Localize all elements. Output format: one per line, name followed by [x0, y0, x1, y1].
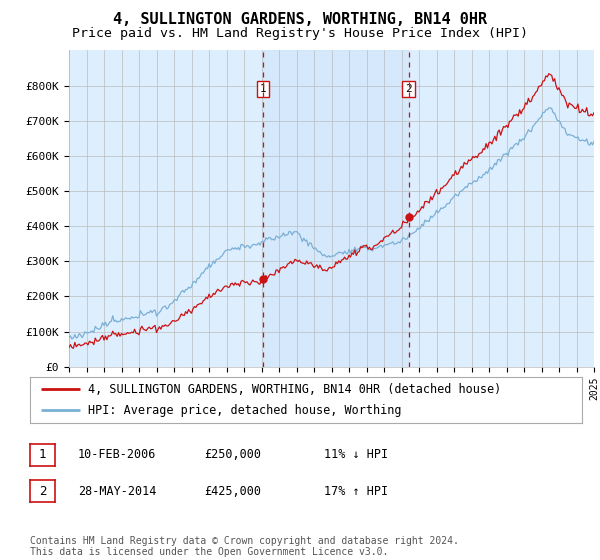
Text: 28-MAY-2014: 28-MAY-2014 — [78, 484, 157, 498]
Text: 11% ↓ HPI: 11% ↓ HPI — [324, 448, 388, 461]
Text: 10-FEB-2006: 10-FEB-2006 — [78, 448, 157, 461]
Text: £425,000: £425,000 — [204, 484, 261, 498]
Text: £250,000: £250,000 — [204, 448, 261, 461]
Text: Contains HM Land Registry data © Crown copyright and database right 2024.
This d: Contains HM Land Registry data © Crown c… — [30, 535, 459, 557]
Text: 4, SULLINGTON GARDENS, WORTHING, BN14 0HR (detached house): 4, SULLINGTON GARDENS, WORTHING, BN14 0H… — [88, 383, 501, 396]
Bar — [263, 50, 409, 367]
Text: 4, SULLINGTON GARDENS, WORTHING, BN14 0HR: 4, SULLINGTON GARDENS, WORTHING, BN14 0H… — [113, 12, 487, 27]
Text: 1: 1 — [260, 84, 266, 94]
Text: 2: 2 — [405, 84, 412, 94]
Text: HPI: Average price, detached house, Worthing: HPI: Average price, detached house, Wort… — [88, 404, 401, 417]
Text: Price paid vs. HM Land Registry's House Price Index (HPI): Price paid vs. HM Land Registry's House … — [72, 27, 528, 40]
Text: 2: 2 — [39, 484, 46, 498]
Text: 1: 1 — [39, 448, 46, 461]
Text: 17% ↑ HPI: 17% ↑ HPI — [324, 484, 388, 498]
